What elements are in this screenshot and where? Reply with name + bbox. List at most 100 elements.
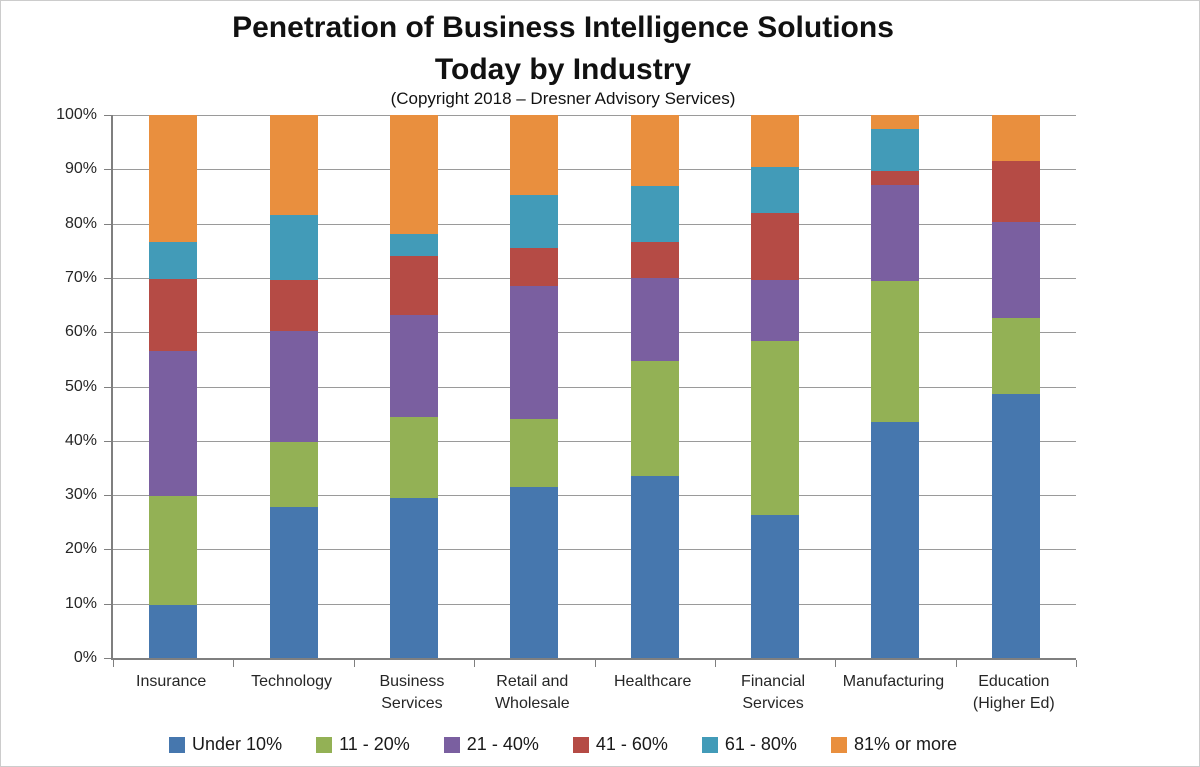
gridline [113, 223, 1076, 225]
bar-column [871, 115, 920, 658]
legend-item: 61 - 80% [701, 734, 797, 755]
legend-item: 21 - 40% [443, 734, 539, 755]
legend-swatch-icon [701, 736, 718, 753]
x-category-label: Education (Higher Ed) [972, 673, 1055, 712]
x-axis-tick [594, 660, 596, 667]
gridline [113, 169, 1076, 171]
bar-slot-6 [715, 115, 835, 658]
y-axis-tick [104, 277, 113, 279]
x-category-label: Business Services [379, 673, 445, 712]
legend-swatch-icon [572, 736, 589, 753]
x-category-label: Healthcare [614, 673, 692, 690]
bar-segment [991, 317, 1040, 395]
bar-segment [991, 221, 1040, 318]
bar-segment [269, 279, 318, 331]
bar-segment [149, 279, 198, 351]
chart-title: Penetration of Business Intelligence Sol… [1, 7, 1125, 91]
bar-slot-1 [113, 115, 233, 658]
bar-segment [751, 213, 800, 281]
plot-area [104, 115, 1077, 667]
x-category-label: Retail and Wholesale [494, 673, 570, 712]
bar-slot-2 [233, 115, 353, 658]
bar-segment [991, 394, 1040, 658]
y-tick-label: 0% [73, 649, 97, 666]
y-axis-tick [104, 386, 113, 388]
legend-label: 61 - 80% [724, 734, 797, 754]
bar-segment [149, 241, 198, 279]
legend-label: 21 - 40% [466, 734, 539, 754]
bar-segment [751, 515, 800, 658]
bar-segment [149, 115, 198, 242]
bar-segment [871, 170, 920, 186]
y-tick-label: 10% [64, 594, 97, 612]
gridline [113, 332, 1076, 334]
legend-swatch-icon [316, 736, 333, 753]
bar-segment [630, 277, 679, 361]
y-tick-label: 80% [64, 214, 97, 232]
bar-segment [751, 341, 800, 516]
x-axis-tick [835, 660, 837, 667]
legend-label: 41 - 60% [595, 734, 668, 754]
gridline [113, 440, 1076, 442]
bar-segment [269, 215, 318, 280]
legend-swatch-icon [169, 736, 186, 753]
bar-column [269, 115, 318, 658]
y-tick-label: 60% [64, 323, 97, 341]
bar-column [389, 115, 438, 658]
bar-column [751, 115, 800, 658]
bar-segment [630, 361, 679, 476]
bar-segment [871, 115, 920, 129]
bar-segment [269, 115, 318, 216]
y-axis-tick [104, 495, 113, 497]
bar-segment [389, 234, 438, 256]
y-axis-tick [104, 115, 113, 116]
legend-item: 11 - 20% [316, 734, 410, 755]
bar-segment [269, 330, 318, 442]
bar-column [149, 115, 198, 658]
legend-item: Under 10% [169, 734, 282, 755]
legend: Under 10% 11 - 20% 21 - 40% 41 - 60% 61 - 80… [1, 734, 1125, 755]
bar-segment [751, 167, 800, 214]
y-axis-tick [104, 549, 113, 551]
gridline [113, 549, 1076, 551]
bar-segment [630, 115, 679, 186]
bar-segment [269, 507, 318, 658]
x-axis-tick [1076, 660, 1077, 667]
bar-segment [871, 280, 920, 422]
y-tick-label: 70% [64, 268, 97, 286]
x-axis-tick [233, 660, 235, 667]
bar-segment [630, 241, 679, 278]
y-tick-label: 50% [64, 377, 97, 395]
bar-segment [751, 280, 800, 342]
x-category-label: Technology [251, 673, 333, 690]
bar-column [991, 115, 1040, 658]
bar-segment [871, 421, 920, 658]
bar-segment [510, 247, 559, 287]
x-axis-tick [714, 660, 716, 667]
bar-segment [389, 315, 438, 417]
gridline [113, 115, 1076, 116]
y-tick-label: 40% [64, 431, 97, 449]
x-category-label: Manufacturing [842, 673, 945, 690]
x-axis-tick [955, 660, 957, 667]
bar-segment [510, 486, 559, 658]
legend-item: 41 - 60% [572, 734, 668, 755]
x-axis-tick [113, 660, 114, 667]
bar-segment [149, 350, 198, 497]
y-axis-tick [104, 332, 113, 334]
bar-segment [871, 128, 920, 171]
bar-segment [751, 115, 800, 168]
x-axis-tick [353, 660, 355, 667]
bar-segment [269, 441, 318, 508]
y-tick-label: 90% [64, 160, 97, 178]
bar-segment [149, 604, 198, 658]
legend-label: 11 - 20% [339, 734, 410, 754]
bar-slot-7 [835, 115, 955, 658]
bar-segment [389, 497, 438, 658]
bar-column [510, 115, 559, 658]
x-axis-tick [474, 660, 476, 667]
bar-slot-4 [474, 115, 594, 658]
y-axis-tick [104, 440, 113, 442]
bar-segment [510, 418, 559, 487]
